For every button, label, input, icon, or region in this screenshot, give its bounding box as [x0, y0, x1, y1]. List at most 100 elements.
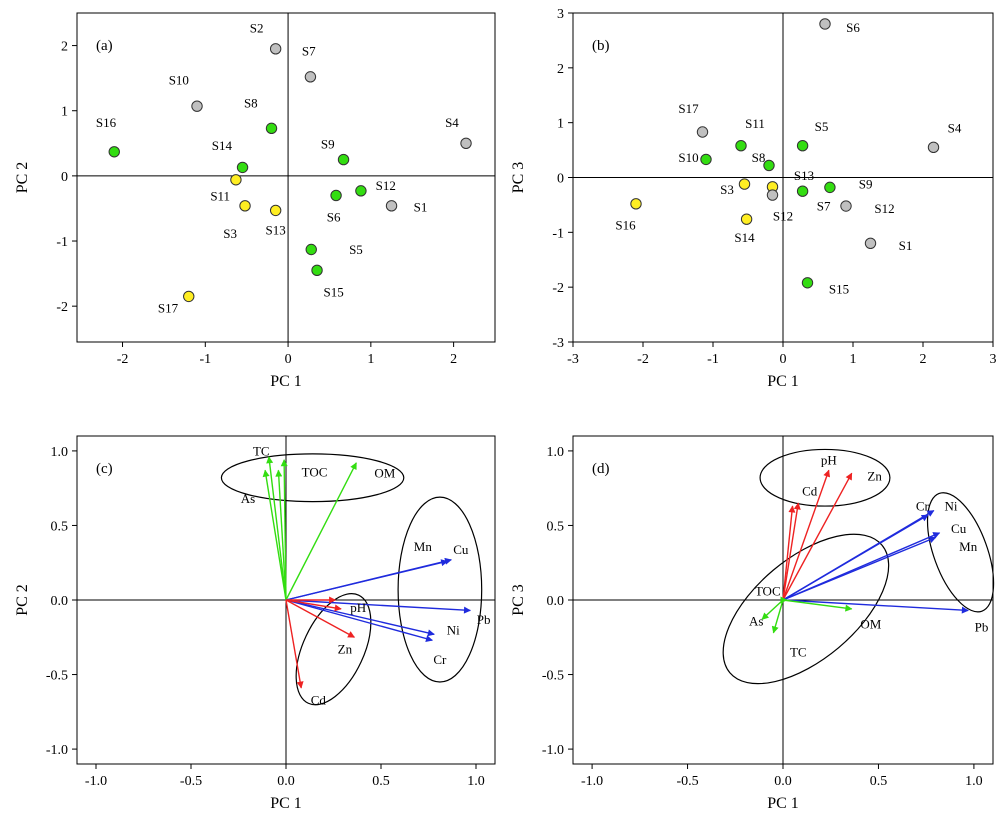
- y-tick-label: 1.0: [547, 445, 565, 460]
- data-point: [796, 139, 809, 152]
- group-ellipse: [397, 496, 483, 683]
- panel-b-scores-pc1-pc3: -3 -2 -1 0 1 2 3 -3 -2 -1 0 1 2 3 PC 1 PC 3 (b) S6 S17 S11 S…: [510, 7, 997, 390]
- panel-label: (c): [96, 461, 113, 477]
- y-tick-label: -3: [552, 336, 564, 351]
- vector-label: OM: [860, 616, 881, 631]
- y-tick-label: 0: [557, 172, 564, 187]
- loading-vector: [285, 599, 471, 614]
- y-tick-label: 0.0: [51, 594, 69, 609]
- panel-a-scores-pc1-pc2: -2 -1 0 1 2 -2 -1 0 1 2 PC 1 PC 2 (a) S2 S7 S10 S8 S4 S16 S…: [14, 12, 496, 390]
- vector-label: As: [241, 491, 255, 506]
- x-tick-label: -1: [707, 352, 719, 367]
- x-tick-label: 0.0: [277, 774, 295, 789]
- loading-vector: [285, 599, 435, 637]
- x-tick-label: -3: [567, 352, 579, 367]
- x-tick-label: -2: [117, 352, 129, 367]
- x-tick-label: 2: [450, 352, 457, 367]
- data-point: [337, 153, 350, 166]
- x-tick-label: -2: [637, 352, 649, 367]
- y-tick-label: 1.0: [51, 445, 69, 460]
- point-label: S4: [948, 121, 962, 136]
- data-point: [191, 100, 203, 112]
- vector-label: As: [749, 613, 763, 628]
- vector-label: Zn: [338, 642, 353, 657]
- x-axis-title: PC 1: [270, 373, 302, 390]
- x-tick-label: 1.0: [965, 774, 983, 789]
- vector-label: Cr: [433, 652, 447, 667]
- loading-vector: [266, 456, 287, 601]
- vector-label: Cd: [802, 484, 818, 499]
- data-point: [630, 198, 642, 210]
- loading-vector: [262, 469, 287, 601]
- point-label: S12: [376, 178, 396, 193]
- data-point: [696, 126, 709, 138]
- loading-vector: [285, 599, 433, 642]
- x-tick-label: -0.5: [676, 774, 698, 789]
- point-label: S5: [349, 242, 363, 257]
- point-label: S17: [158, 301, 179, 316]
- data-point: [265, 122, 278, 135]
- panel-d-loadings-pc1-pc3: -1.0 -0.5 0.0 0.5 1.0 -1.0 -0.5 0.0 0.5 1.0 PC 1 PC…: [510, 435, 995, 812]
- data-point: [700, 153, 712, 166]
- data-point: [108, 146, 120, 158]
- data-point: [840, 200, 852, 212]
- data-point: [460, 137, 472, 149]
- x-tick-label: 0.5: [372, 774, 390, 789]
- vector-label: pH: [350, 600, 366, 615]
- y-tick-label: 3: [557, 7, 564, 22]
- point-label: S1: [414, 200, 428, 215]
- data-point: [766, 189, 779, 201]
- x-tick-label: 1: [850, 352, 857, 367]
- point-label: S8: [244, 95, 258, 110]
- data-point: [230, 174, 242, 186]
- x-tick-label: -0.5: [180, 774, 202, 789]
- plot-frame: [76, 12, 496, 343]
- point-label: S13: [794, 168, 814, 183]
- y-tick-label: -2: [56, 300, 68, 315]
- point-label: S16: [96, 115, 117, 130]
- loading-vector: [782, 599, 853, 612]
- point-label: S11: [745, 116, 765, 131]
- y-tick-label: 0: [61, 170, 68, 185]
- point-label: S16: [615, 218, 636, 233]
- panel-label: (b): [592, 38, 610, 54]
- x-tick-label: 1: [367, 352, 374, 367]
- vector-label: TC: [253, 443, 270, 458]
- vector-label: Ni: [945, 499, 958, 514]
- vector-label: Cr: [916, 499, 930, 514]
- data-point: [763, 159, 775, 172]
- vector-label: TC: [790, 645, 807, 660]
- x-tick-label: 0.5: [870, 774, 888, 789]
- data-point: [796, 185, 809, 197]
- data-point: [864, 237, 877, 250]
- point-label: S5: [815, 119, 829, 134]
- point-label: S12: [874, 201, 894, 216]
- data-point: [311, 264, 323, 277]
- point-label: S12: [773, 208, 793, 223]
- loading-vector: [782, 509, 935, 601]
- group-ellipse: [722, 533, 890, 685]
- panel-label: (d): [592, 461, 610, 477]
- vector-label: Mn: [414, 539, 433, 554]
- vector-label: Pb: [975, 619, 989, 634]
- point-label: S17: [678, 101, 699, 116]
- point-label: S6: [846, 20, 860, 35]
- data-point: [304, 71, 317, 83]
- x-tick-label: 0.0: [774, 774, 792, 789]
- loading-vector: [285, 599, 356, 638]
- y-axis-title: PC 3: [510, 584, 527, 616]
- vector-label: Cu: [453, 542, 469, 557]
- point-label: S2: [250, 21, 264, 36]
- x-axis-title: PC 1: [767, 373, 799, 390]
- y-tick-label: -1.0: [46, 743, 68, 758]
- vector-label: Cd: [311, 692, 327, 707]
- group-ellipse: [926, 492, 995, 613]
- point-label: S6: [327, 209, 341, 224]
- data-point: [801, 277, 814, 289]
- panel-label: (a): [96, 38, 113, 54]
- loading-vector: [275, 469, 287, 601]
- data-point: [269, 204, 282, 217]
- loading-vector: [782, 536, 937, 601]
- vector-label: Mn: [959, 539, 978, 554]
